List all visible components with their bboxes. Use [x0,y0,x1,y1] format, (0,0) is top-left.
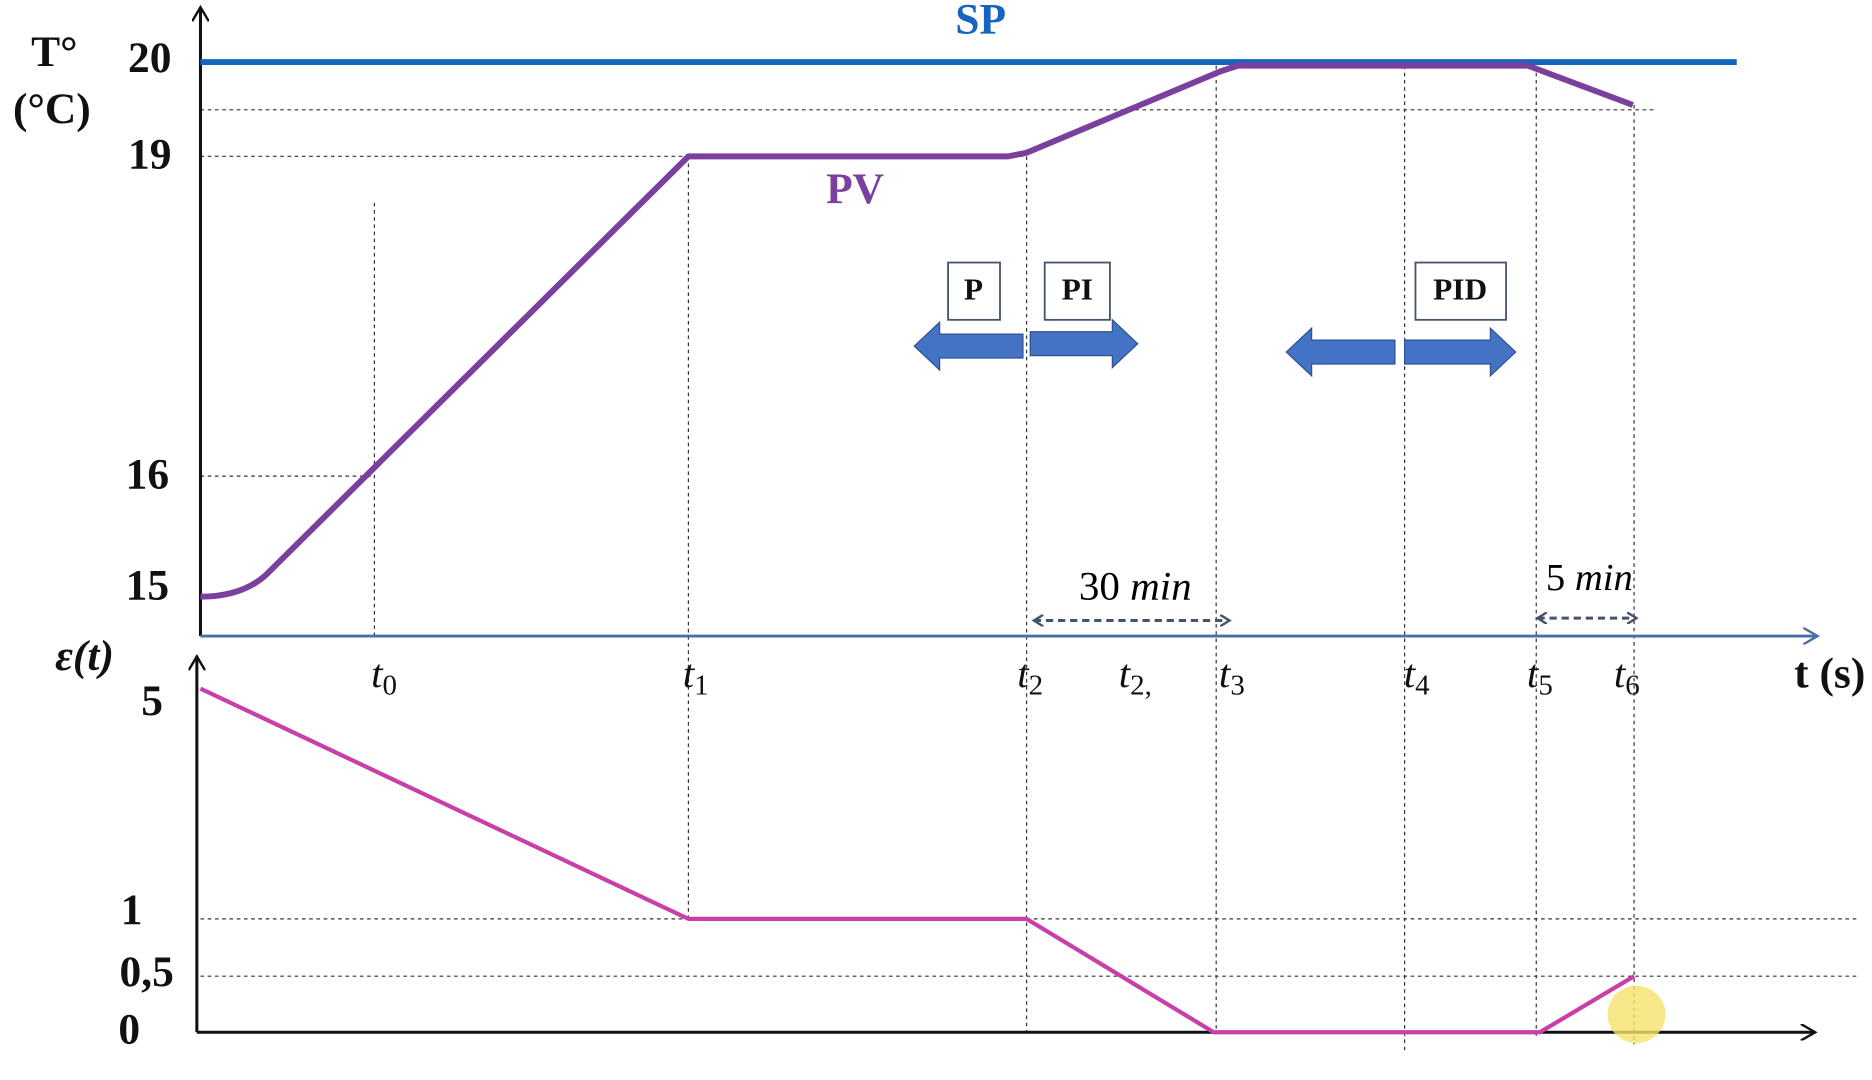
time-tick-label: t0 [371,651,397,701]
time-tick-label: t2, [1119,651,1152,701]
right-arrow [1404,326,1517,378]
mode-box [1414,261,1507,321]
error-tick-label: 5 [141,677,163,725]
mode-label: PI [1062,272,1093,307]
error-curve [199,686,1636,1035]
y-label: T° [31,28,77,76]
mode-box [947,261,1001,321]
error-tick-label: 0 [118,1006,140,1054]
mode-label: P [964,272,983,307]
error-tick-label: 1 [121,886,143,934]
tick-sub: 4 [1415,669,1429,701]
time-label: t (s) [1794,650,1865,698]
mode-box [1043,261,1111,321]
left-arrow [913,320,1024,372]
duration-label: 30 min [1079,564,1192,609]
tick-sub: 2 [1029,669,1043,701]
time-tick-label: t3 [1219,651,1245,701]
tick-base: t [371,651,384,696]
y-tick-label: 15 [126,562,169,610]
tick-base: t [1119,651,1132,696]
tick-sub: 0 [383,669,397,701]
time-tick-label: t5 [1527,651,1553,701]
tick-base: t [1017,651,1030,696]
tick-sub: 3 [1230,669,1244,701]
tick-base: t [1527,651,1540,696]
y-unit: (°C) [13,85,91,133]
error-label: ε(t) [55,632,114,680]
guides [200,65,1860,1051]
duration-number: 5 [1546,557,1565,599]
duration-unit: min [1130,564,1192,609]
mode-label: PID [1433,272,1487,307]
tick-base: t [1404,651,1417,696]
error-tick-label: 0,5 [120,948,174,996]
time-tick-label: t2 [1017,651,1043,701]
tick-base: t [1614,651,1627,696]
setpoint-label: SP [955,0,1006,44]
duration-label: 5 min [1546,557,1633,599]
tick-base: t [683,651,696,696]
time-tick-label: t1 [683,651,709,701]
tick-sub: 1 [694,669,708,701]
right-arrow [1029,318,1139,369]
tick-base: t [1219,651,1232,696]
y-tick-label: 19 [128,131,171,179]
pv-label: PV [826,165,884,213]
pv-curve [200,62,1634,600]
cursor-highlight [1607,985,1666,1044]
tick-sub: 6 [1625,669,1639,701]
left-arrow [1285,326,1396,378]
time-tick-label: t6 [1614,651,1640,701]
duration-unit: min [1575,557,1633,599]
tick-sub: 5 [1538,669,1552,701]
duration-number: 30 [1079,564,1120,609]
tick-sub: 2, [1130,669,1152,701]
time-tick-label: t4 [1404,651,1430,701]
y-tick-label: 20 [128,34,171,82]
y-tick-label: 16 [126,451,169,499]
time-ticks: t0 t1 t2 t2, t3 t4 t5 t6 [371,651,1640,701]
